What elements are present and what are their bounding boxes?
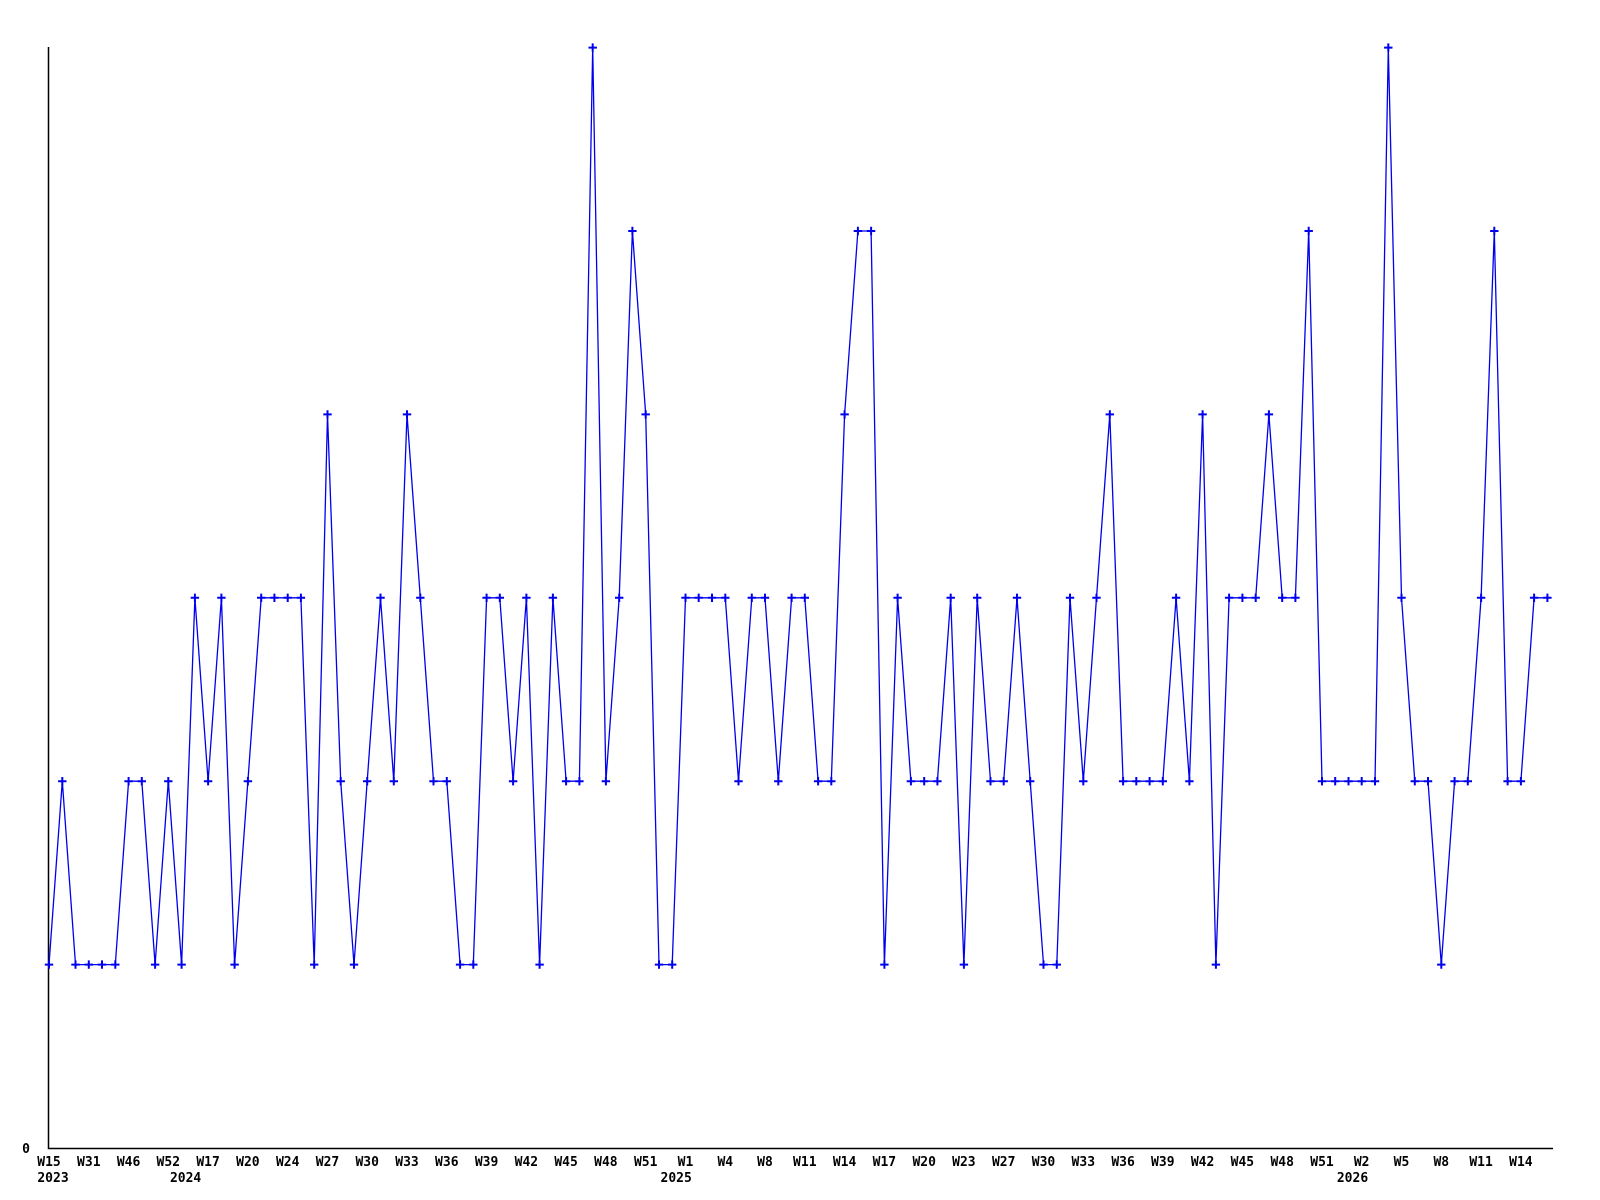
x-tick-label: W14 [1509, 1155, 1533, 1170]
x-tick-label: W20 [912, 1155, 936, 1170]
x-tick-label: W33 [1072, 1155, 1095, 1170]
x-axis-year-label: 2024 [170, 1171, 201, 1186]
x-tick-label: W51 [1310, 1155, 1334, 1170]
x-tick-label: W36 [1111, 1155, 1135, 1170]
x-tick-label: W42 [1191, 1155, 1214, 1170]
x-axis-year-label: 2023 [37, 1171, 68, 1186]
x-tick-label: W8 [757, 1155, 773, 1170]
x-tick-label: W39 [475, 1155, 498, 1170]
x-tick-label: W11 [793, 1155, 817, 1170]
x-tick-label: W46 [117, 1155, 141, 1170]
x-tick-label: W51 [634, 1155, 658, 1170]
x-axis-year-label: 2025 [661, 1171, 692, 1186]
x-tick-label: W48 [1270, 1155, 1294, 1170]
x-tick-label: W11 [1469, 1155, 1493, 1170]
x-tick-label: W23 [952, 1155, 975, 1170]
x-tick-label: W30 [355, 1155, 379, 1170]
x-tick-label: W33 [395, 1155, 418, 1170]
x-tick-label: W45 [554, 1155, 577, 1170]
x-tick-label: W17 [196, 1155, 219, 1170]
x-tick-label: W42 [515, 1155, 538, 1170]
x-tick-label: W5 [1394, 1155, 1410, 1170]
x-tick-label: W48 [594, 1155, 618, 1170]
y-axis-zero-label: 0 [22, 1142, 30, 1157]
x-tick-label: W52 [157, 1155, 180, 1170]
x-tick-label: W20 [236, 1155, 260, 1170]
xy-axis [47, 47, 1553, 1150]
x-tick-label: W27 [992, 1155, 1015, 1170]
x-tick-label: W39 [1151, 1155, 1174, 1170]
x-tick-label: W17 [873, 1155, 896, 1170]
x-tick-label: W36 [435, 1155, 459, 1170]
x-tick-label: W1 [678, 1155, 694, 1170]
x-tick-label: W14 [833, 1155, 857, 1170]
x-tick-label: W30 [1032, 1155, 1056, 1170]
data-series-line [48, 46, 1548, 966]
x-tick-label: W15 [37, 1155, 60, 1170]
x-tick-label: W31 [77, 1155, 101, 1170]
x-tick-label: W27 [316, 1155, 339, 1170]
x-tick-label: W2 [1354, 1155, 1370, 1170]
x-axis-year-label: 2026 [1337, 1171, 1368, 1186]
x-tick-label: W45 [1231, 1155, 1254, 1170]
x-tick-label: W8 [1433, 1155, 1449, 1170]
data-point-plus-markers [44, 43, 1552, 969]
x-tick-label: W24 [276, 1155, 300, 1170]
x-tick-label: W4 [717, 1155, 733, 1170]
